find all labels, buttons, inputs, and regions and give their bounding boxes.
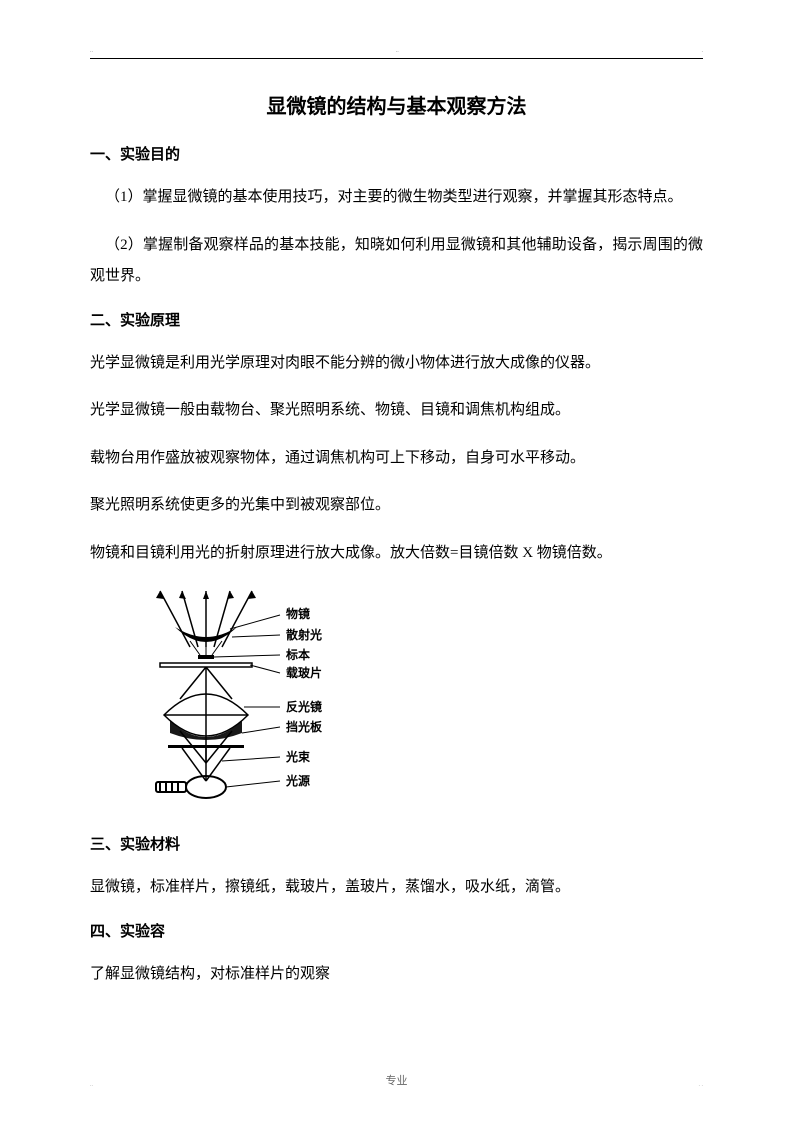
diagram-label-4: 载玻片 [286,665,322,680]
header-rule [90,58,703,59]
para-8: 显微镜，标准样片，擦镜纸，载玻片，盖玻片，蒸馏水，吸水纸，滴管。 [90,872,703,904]
section-head-1: 一、实验目的 [90,143,703,164]
para-6: 聚光照明系统使更多的光集中到被观察部位。 [90,490,703,522]
diagram-label-7: 光束 [285,749,311,764]
diagram-label-8: 光源 [285,773,310,788]
para-2: （2）掌握制备观察样品的基本技能，知晓如何利用显微镜和其他辅助设备，揭示周围的微… [90,230,703,293]
para-7: 物镜和目镜利用光的折射原理进行放大成像。放大倍数=目镜倍数 X 物镜倍数。 [90,538,703,570]
para-3: 光学显微镜是利用光学原理对肉眼不能分辨的微小物体进行放大成像的仪器。 [90,348,703,380]
para-1: （1）掌握显微镜的基本使用技巧，对主要的微生物类型进行观察，并掌握其形态特点。 [90,182,703,214]
microscope-diagram: 物镜 散射光 标本 载玻片 反光镜 挡光板 光束 光源 [120,585,703,815]
footer-dots-right: . . [699,1082,704,1088]
page-title: 显微镜的结构与基本观察方法 [90,90,703,119]
section-head-2: 二、实验原理 [90,309,703,330]
diagram-label-3: 标本 [285,647,310,662]
diagram-label-5: 反光镜 [286,699,322,714]
diagram-label-1: 物镜 [286,606,310,621]
diagram-label-2: 散射光 [286,627,322,642]
section-head-4: 四、实验容 [90,920,703,941]
section-head-3: 三、实验材料 [90,833,703,854]
para-4: 光学显微镜一般由载物台、聚光照明系统、物镜、目镜和调焦机构组成。 [90,395,703,427]
para-5: 载物台用作盛放被观察物体，通过调焦机构可上下移动，自身可水平移动。 [90,443,703,475]
header-dots: ..... [90,48,703,56]
footer-text: 专业 [0,1072,793,1088]
diagram-label-6: 挡光板 [286,719,323,734]
para-9: 了解显微镜结构，对标准样片的观察 [90,959,703,991]
